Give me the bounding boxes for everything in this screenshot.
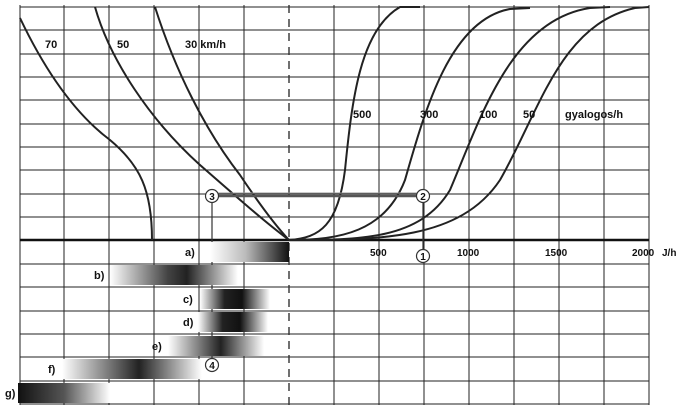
row-label-a: a): [185, 247, 195, 259]
label-ped-100: 100: [479, 109, 497, 121]
row-label-f: f): [48, 364, 56, 376]
marker-4: 4: [204, 357, 220, 373]
marker-3: 3: [204, 188, 220, 204]
label-70: 70: [45, 39, 57, 51]
marker-1: 1: [415, 248, 431, 264]
label-30-kmh: 30 km/h: [185, 39, 226, 51]
bar-e: [168, 336, 264, 356]
grid: [19, 5, 650, 405]
curve-300-ped: [288, 7, 531, 241]
curve-100-ped: [288, 6, 611, 241]
svg-text:3: 3: [209, 192, 215, 203]
curve-500-ped: [288, 6, 420, 241]
tick-1500: 1500: [545, 248, 568, 259]
curve-50-ped: [288, 6, 650, 241]
row-label-c: c): [183, 294, 193, 306]
bar-a: [210, 242, 289, 262]
curve-50-kmh: [94, 6, 290, 241]
label-gyalogos: gyalogos/h: [565, 109, 623, 121]
row-label-b: b): [94, 270, 105, 282]
label-ped-300: 300: [420, 109, 438, 121]
bar-f: [62, 359, 202, 379]
svg-text:4: 4: [209, 361, 215, 372]
curve-30-kmh: [154, 6, 290, 241]
tick-2000: 2000: [632, 248, 655, 259]
svg-text:2: 2: [420, 192, 426, 203]
marker-2: 2: [415, 188, 431, 204]
bar-c: [200, 289, 270, 309]
label-ped-500: 500: [353, 109, 371, 121]
curve-70-kmh: [19, 17, 153, 241]
bar-g: [18, 383, 110, 403]
svg-text:1: 1: [420, 252, 426, 263]
bar-d: [198, 312, 268, 332]
label-ped-50: 50: [523, 109, 535, 121]
row-label-g: g): [5, 388, 16, 400]
row-label-d: d): [183, 317, 194, 329]
tick-500: 500: [370, 248, 387, 259]
label-50: 50: [117, 39, 129, 51]
x-unit: J/h: [662, 248, 676, 259]
row-label-e: e): [152, 341, 162, 353]
bar-b: [110, 265, 238, 285]
tick-1000: 1000: [457, 248, 480, 259]
